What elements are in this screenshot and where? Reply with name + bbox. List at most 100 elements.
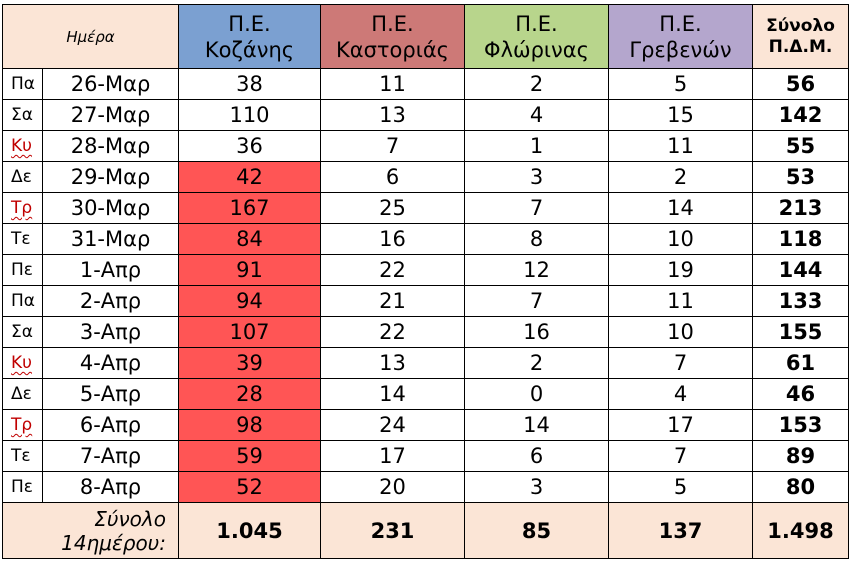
cell-kozani: 36 <box>178 130 321 162</box>
cell-day: Κυ <box>2 130 43 162</box>
cell-kastoria: 20 <box>320 471 465 503</box>
header-florina: Π.Ε. Φλώρινας <box>464 4 609 69</box>
table-row: Πα 26-Μαρ 38 11 2 5 56 <box>2 68 849 100</box>
cell-florina: 3 <box>464 471 609 503</box>
table-row: Κυ 4-Απρ 39 13 2 7 61 <box>2 347 849 379</box>
table-row: Σα 3-Απρ 107 22 16 10 155 <box>2 316 849 348</box>
cell-grevena: 14 <box>608 192 753 224</box>
cell-region-total: 56 <box>752 68 849 100</box>
cell-kozani: 59 <box>178 440 321 472</box>
cell-grevena: 5 <box>608 471 753 503</box>
cell-florina: 3 <box>464 161 609 193</box>
cell-florina: 7 <box>464 192 609 224</box>
cell-day: Δε <box>2 378 43 410</box>
footer-label-line1: Σύνολο <box>94 506 166 531</box>
cell-kozani: 110 <box>178 99 321 131</box>
cell-kastoria: 22 <box>320 254 465 286</box>
footer-total-florina: 85 <box>464 502 609 559</box>
footer-total-kastoria: 231 <box>320 502 465 559</box>
header-day-date: Ημέρα <box>2 4 179 69</box>
header-kozani-line1: Π.Ε. <box>228 11 271 36</box>
cell-date: 29-Μαρ <box>42 161 179 193</box>
cell-grevena: 4 <box>608 378 753 410</box>
cell-day: Πε <box>2 254 43 286</box>
cell-grevena: 15 <box>608 99 753 131</box>
cell-region-total: 133 <box>752 285 849 317</box>
header-grevena: Π.Ε. Γρεβενών <box>608 4 753 69</box>
cell-date: 3-Απρ <box>42 316 179 348</box>
cell-florina: 14 <box>464 409 609 441</box>
header-total-line1: Σύνολο <box>766 15 835 36</box>
header-kastoria-line1: Π.Ε. <box>371 11 414 36</box>
footer-total-grevena: 137 <box>608 502 753 559</box>
cell-grevena: 17 <box>608 409 753 441</box>
cell-region-total: 213 <box>752 192 849 224</box>
cell-grevena: 10 <box>608 316 753 348</box>
header-kozani-line2: Κοζάνης <box>204 37 295 62</box>
cell-florina: 2 <box>464 68 609 100</box>
cell-grevena: 2 <box>608 161 753 193</box>
cell-florina: 0 <box>464 378 609 410</box>
cell-kozani: 98 <box>178 409 321 441</box>
table-row: Τε 7-Απρ 59 17 6 7 89 <box>2 440 849 472</box>
cell-grevena: 5 <box>608 68 753 100</box>
cell-kastoria: 7 <box>320 130 465 162</box>
footer-row: Σύνολο 14ημέρου: 1.045 231 85 137 1.498 <box>2 502 849 559</box>
cell-florina: 8 <box>464 223 609 255</box>
cell-kastoria: 14 <box>320 378 465 410</box>
cell-florina: 2 <box>464 347 609 379</box>
header-kastoria-line2: Καστοριάς <box>335 37 450 62</box>
cell-kozani: 39 <box>178 347 321 379</box>
footer-total-kozani: 1.045 <box>178 502 321 559</box>
header-total-line2: Π.Δ.Μ. <box>768 36 833 57</box>
cell-kastoria: 11 <box>320 68 465 100</box>
cell-kastoria: 13 <box>320 99 465 131</box>
cell-day: Σα <box>2 99 43 131</box>
cell-date: 2-Απρ <box>42 285 179 317</box>
cell-day: Πα <box>2 285 43 317</box>
cell-kozani: 91 <box>178 254 321 286</box>
table-row: Κυ 28-Μαρ 36 7 1 11 55 <box>2 130 849 162</box>
cell-kozani: 52 <box>178 471 321 503</box>
cell-day: Τε <box>2 440 43 472</box>
table-row: Πα 2-Απρ 94 21 7 11 133 <box>2 285 849 317</box>
header-florina-line2: Φλώρινας <box>484 37 589 62</box>
table-row: Δε 5-Απρ 28 14 0 4 46 <box>2 378 849 410</box>
footer-label-line2: 14ημέρου: <box>61 530 166 555</box>
cell-region-total: 155 <box>752 316 849 348</box>
cell-date: 30-Μαρ <box>42 192 179 224</box>
cell-day: Πα <box>2 68 43 100</box>
cell-region-total: 144 <box>752 254 849 286</box>
cell-florina: 7 <box>464 285 609 317</box>
cell-kozani: 107 <box>178 316 321 348</box>
cell-date: 7-Απρ <box>42 440 179 472</box>
table-row: Τε 31-Μαρ 84 16 8 10 118 <box>2 223 849 255</box>
cell-region-total: 55 <box>752 130 849 162</box>
cell-day: Τε <box>2 223 43 255</box>
cell-region-total: 153 <box>752 409 849 441</box>
table-row: Τρ 6-Απρ 98 24 14 17 153 <box>2 409 849 441</box>
cell-day: Σα <box>2 316 43 348</box>
cell-kastoria: 24 <box>320 409 465 441</box>
cell-kastoria: 13 <box>320 347 465 379</box>
table-row: Πε 8-Απρ 52 20 3 5 80 <box>2 471 849 503</box>
table-row: Σα 27-Μαρ 110 13 4 15 142 <box>2 99 849 131</box>
cell-region-total: 46 <box>752 378 849 410</box>
cell-date: 26-Μαρ <box>42 68 179 100</box>
cell-kozani: 84 <box>178 223 321 255</box>
header-row: Ημέρα Π.Ε. Κοζάνης Π.Ε. Καστοριάς Π.Ε. Φ… <box>2 4 849 69</box>
cell-kozani: 28 <box>178 378 321 410</box>
cell-date: 5-Απρ <box>42 378 179 410</box>
cell-region-total: 142 <box>752 99 849 131</box>
header-grevena-line2: Γρεβενών <box>629 37 732 62</box>
cell-kastoria: 16 <box>320 223 465 255</box>
cell-date: 6-Απρ <box>42 409 179 441</box>
cell-kastoria: 17 <box>320 440 465 472</box>
cell-grevena: 11 <box>608 285 753 317</box>
table-row: Δε 29-Μαρ 42 6 3 2 53 <box>2 161 849 193</box>
cell-grevena: 19 <box>608 254 753 286</box>
cell-kozani: 42 <box>178 161 321 193</box>
cell-kastoria: 21 <box>320 285 465 317</box>
cell-grevena: 7 <box>608 347 753 379</box>
cell-grevena: 11 <box>608 130 753 162</box>
